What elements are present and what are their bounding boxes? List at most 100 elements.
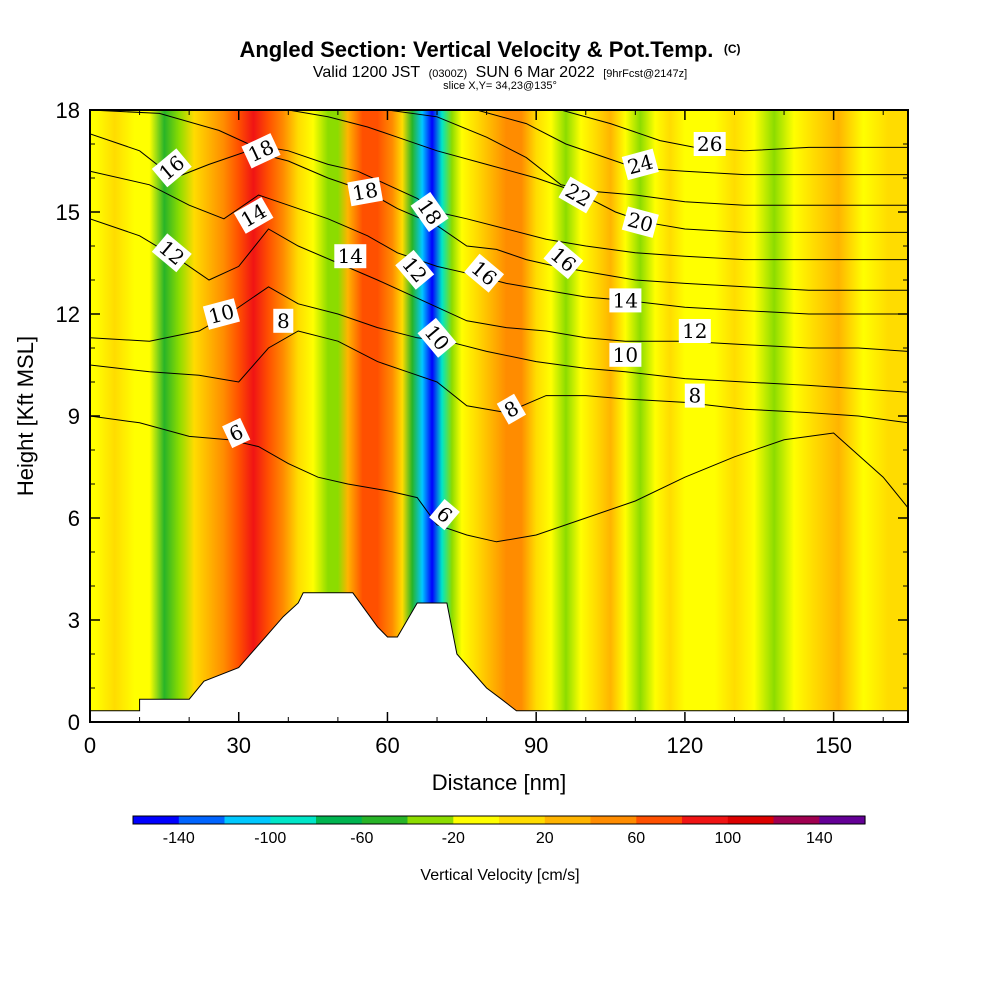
y-tick-label: 12	[56, 302, 80, 327]
colorbar-swatch	[316, 816, 363, 824]
contour-label-text: 14	[613, 288, 638, 312]
contour-label-text: 14	[338, 244, 363, 268]
colorbar-tick-label: 20	[536, 830, 554, 847]
contour-label-box	[410, 192, 449, 232]
contour-label-box	[621, 206, 659, 238]
y-tick-label: 3	[68, 608, 80, 633]
colorbar-swatch	[361, 816, 409, 824]
contour-label-box	[693, 132, 726, 156]
contour-label: 18	[347, 177, 383, 207]
y-tick-label: 0	[68, 710, 80, 735]
contour-label-box	[429, 498, 460, 531]
colorbar-swatch	[590, 816, 637, 824]
isentrope-line-16	[90, 133, 908, 291]
contour-label-box	[151, 148, 192, 188]
x-tick-label: 0	[84, 733, 96, 758]
colorbar-swatch	[224, 816, 271, 824]
contour-label-text: 10	[613, 343, 638, 367]
colorbar-swatch	[819, 816, 866, 824]
contour-label-box	[678, 319, 711, 343]
terrain	[90, 592, 908, 722]
subtitle-forecast: [9hrFcst@2147z]	[603, 68, 687, 80]
contour-label-text: 12	[682, 319, 707, 343]
contour-label-box	[151, 233, 192, 273]
contour-label-box	[241, 133, 281, 169]
x-axis-label: Distance [nm]	[432, 770, 567, 795]
isentrope-line-14	[90, 170, 908, 315]
contour-label-box	[496, 393, 527, 425]
contour-label-box	[347, 177, 383, 207]
colorbar-tick-label: -100	[254, 830, 286, 847]
contour-label-text: 18	[350, 178, 379, 206]
colorbar-swatch	[682, 816, 729, 824]
subtitle-utc: (0300Z)	[429, 68, 468, 80]
isentrope-line-12	[90, 218, 908, 352]
colorbar-tick-label: 140	[806, 830, 833, 847]
isentrope-line-8	[90, 330, 908, 424]
colorbar-swatch	[727, 816, 775, 824]
chart-title-block: Angled Section: Vertical Velocity & Pot.…	[239, 37, 740, 92]
contour-label: 6	[222, 417, 251, 449]
contour-label: 8	[273, 308, 294, 333]
colorbar-swatch	[407, 816, 454, 824]
x-axis-ticks: 0 30 60 90 120 150	[84, 110, 884, 758]
contour-label-box	[334, 244, 367, 269]
colorbar-swatch	[270, 816, 317, 824]
subtitle-valid: Valid 1200 JST	[313, 64, 421, 81]
x-tick-label: 30	[226, 733, 250, 758]
contour-label-text: 26	[697, 132, 722, 156]
contour-label: 14	[609, 288, 642, 313]
colorbar-swatch	[178, 816, 226, 824]
colorbar-label: Vertical Velocity [cm/s]	[420, 867, 579, 884]
contour-label-box	[233, 197, 274, 234]
svg-text:Angled Section: Vertical Veloc: Angled Section: Vertical Velocity & Pot.…	[239, 37, 740, 62]
contour-label-text: 8	[277, 309, 290, 333]
contour-label: 14	[334, 244, 367, 269]
contour-label-box	[273, 308, 294, 333]
colorbar-swatch	[499, 816, 546, 824]
isentrope-line-24	[476, 110, 908, 176]
colorbar: -140 -100 -60 -20 20 60 100 140	[132, 815, 866, 847]
colorbar-swatch	[544, 816, 592, 824]
colorbar-tick-label: 60	[627, 830, 645, 847]
y-tick-label: 6	[68, 506, 80, 531]
contour-label-box	[684, 383, 705, 408]
contour-label-box	[417, 317, 457, 358]
x-tick-label: 150	[815, 733, 852, 758]
contour-label: 26	[693, 132, 726, 156]
colorbar-swatch	[133, 816, 180, 824]
contour-label-box	[202, 298, 240, 330]
colorbar-tick-label: -20	[442, 830, 465, 847]
colorbar-tick-label: 100	[714, 830, 741, 847]
colorbar-swatch	[636, 816, 683, 824]
y-axis-ticks: 0 3 6 9 12 15 18	[56, 98, 908, 735]
contour-label-box	[609, 288, 642, 313]
contour-label-box	[558, 176, 599, 214]
y-tick-label: 9	[68, 404, 80, 429]
contour-label: 20	[621, 206, 659, 238]
y-tick-label: 18	[56, 98, 80, 123]
y-tick-label: 15	[56, 200, 80, 225]
chart-title-mark: (C)	[724, 42, 741, 56]
contour-label-text: 8	[688, 384, 701, 408]
contour-label: 10	[609, 342, 642, 367]
chart-title: Angled Section: Vertical Velocity & Pot.…	[239, 37, 713, 62]
x-tick-label: 120	[667, 733, 704, 758]
svg-text:Valid 1200 JST (0300Z): Valid 1200 JST (0300Z) SUN 6 Mar 2022 [9…	[313, 64, 687, 81]
contour-label-box	[621, 148, 659, 181]
isentrope-line-6	[90, 415, 908, 543]
colorbar-frame	[132, 815, 866, 825]
contour-label-box	[395, 249, 435, 290]
colorbar-tick-label: -60	[350, 830, 373, 847]
contour-label-box	[222, 417, 251, 449]
colorbar-swatch	[453, 816, 500, 824]
x-tick-label: 90	[524, 733, 548, 758]
colorbar-tick-label: -140	[163, 830, 195, 847]
contour-label: 8	[496, 393, 527, 425]
contour-label: 8	[684, 383, 705, 408]
contour-label: 12	[678, 319, 711, 343]
x-tick-label: 60	[375, 733, 399, 758]
